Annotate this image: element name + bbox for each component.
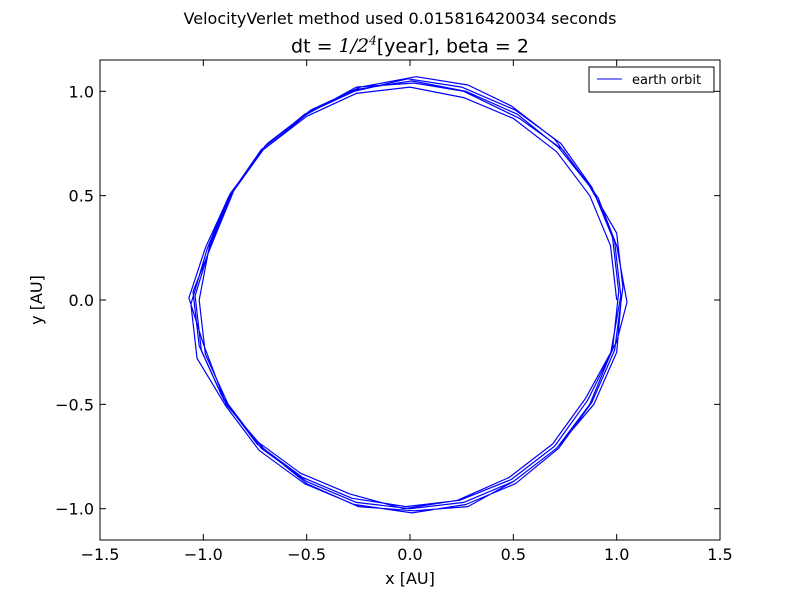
title-math: 1/24	[338, 34, 377, 58]
y-tick-label: 0.0	[69, 291, 94, 310]
x-tick-label: −1.0	[184, 545, 223, 564]
figure-suptitle: VelocityVerlet method used 0.01581642003…	[183, 9, 617, 28]
y-tick-label: 0.5	[69, 187, 94, 206]
x-tick-label: 0.5	[501, 545, 526, 564]
legend: earth orbit	[588, 66, 715, 93]
title-prefix: dt =	[291, 35, 339, 58]
title-math-base: 1/2	[338, 35, 370, 58]
title-suffix: [year], beta = 2	[376, 35, 529, 58]
series-layer	[188, 76, 628, 514]
title-math-exp: 4	[369, 34, 377, 48]
x-tick-label: −1.5	[81, 545, 120, 564]
chart-title: dt = 1/24[year], beta = 2	[0, 34, 800, 57]
x-tick-label: 1.5	[707, 545, 732, 564]
x-tick-label: −0.5	[287, 545, 326, 564]
y-tick-label: −1.0	[55, 500, 94, 519]
ticks-layer: −1.5 −1.0 −0.5 0.0 0.5 1.0 1.5 −1.0 −0.5 0.0 0.5 1.…	[55, 60, 733, 564]
x-tick-label: 1.0	[604, 545, 629, 564]
legend-label-earth-orbit: earth orbit	[632, 73, 701, 88]
y-axis-label: y [AU]	[27, 275, 46, 325]
x-tick-label: 0.0	[397, 545, 422, 564]
x-axis-label: x [AU]	[385, 569, 435, 588]
y-tick-label: −0.5	[55, 395, 94, 414]
y-tick-label: 1.0	[69, 82, 94, 101]
series-line-earth-orbit	[188, 76, 628, 514]
